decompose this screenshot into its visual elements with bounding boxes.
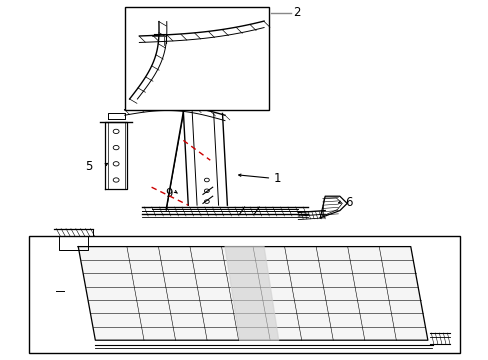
Text: 4: 4 [185,71,193,84]
Text: 5: 5 [85,160,93,173]
Text: 10: 10 [37,283,51,296]
Polygon shape [78,247,427,340]
Bar [124,7,268,110]
Text: 1: 1 [273,172,281,185]
Bar [29,236,459,353]
Text: 9: 9 [165,187,172,200]
Text: 7: 7 [71,244,79,257]
Text: 6: 6 [345,196,352,209]
Text: 8: 8 [434,339,442,352]
Text: 2: 2 [293,6,300,19]
Polygon shape [224,247,278,340]
Text: 3: 3 [215,24,222,37]
